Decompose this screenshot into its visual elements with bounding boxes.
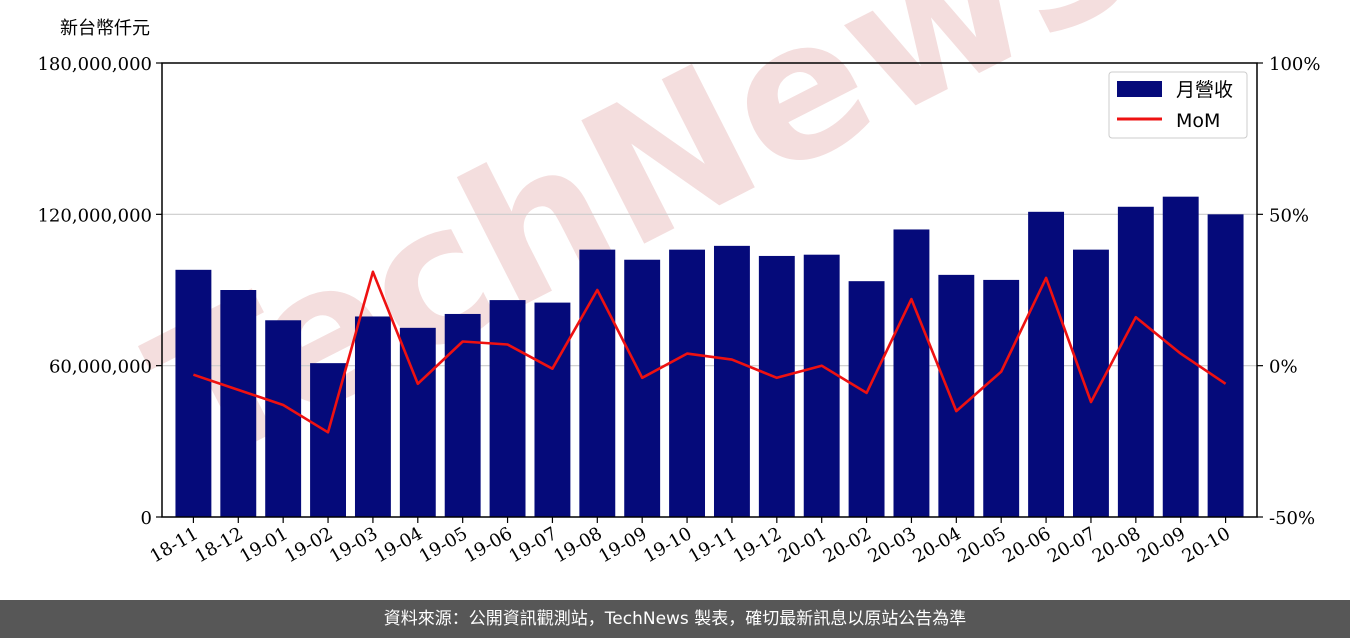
x-tick-label: 19-12 (730, 523, 785, 567)
revenue-chart: TechNews 新台幣仟元 060,000,000120,000,000180… (37, 0, 1320, 567)
mom-line (192, 270, 1227, 434)
legend-label-mom: MoM (1176, 110, 1220, 132)
bar (354, 316, 391, 517)
x-tick-label: 19-06 (461, 523, 516, 567)
x-tick-label: 20-01 (775, 523, 830, 567)
bar (848, 281, 885, 517)
x-tick-label: 19-03 (326, 523, 381, 567)
x-tick-label: 20-02 (820, 523, 875, 567)
x-tick-label: 18-11 (146, 523, 201, 567)
x-tick-label: 19-02 (281, 523, 336, 567)
bar (758, 255, 795, 517)
legend: 月營收 MoM (1108, 71, 1248, 139)
x-tick-label: 19-11 (685, 523, 740, 567)
plot-frame (161, 62, 1258, 518)
left-tick-label: 120,000,000 (37, 205, 152, 226)
mom-polyline (192, 270, 1227, 434)
bar (265, 320, 302, 517)
unit-label: 新台幣仟元 (60, 18, 150, 39)
bar (1162, 196, 1199, 517)
bar (175, 269, 212, 517)
bar (893, 229, 930, 517)
bar (579, 249, 616, 517)
right-tick-label: 0% (1269, 357, 1298, 378)
x-tick-label: 19-04 (371, 523, 426, 567)
footer-source-note: 資料來源：公開資訊觀測站，TechNews 製表，確切最新訊息以原站公告為準 (0, 600, 1350, 638)
x-tick-label: 20-06 (999, 523, 1054, 567)
bar (534, 302, 571, 517)
bar (1207, 214, 1244, 518)
bar (983, 279, 1020, 517)
x-tick-label: 19-07 (505, 523, 560, 567)
legend-bar-swatch (1117, 81, 1162, 97)
right-tick-label: 100% (1269, 54, 1320, 75)
left-tick-label: 60,000,000 (49, 357, 152, 378)
bar (489, 300, 526, 517)
x-tick-label: 19-10 (640, 523, 695, 567)
bar (1073, 249, 1109, 517)
right-tick-label: -50% (1269, 508, 1315, 529)
left-tick-label: 0 (141, 508, 152, 529)
bar (399, 327, 436, 517)
x-tick-label: 18-12 (191, 523, 246, 567)
bar (624, 259, 661, 517)
right-axis: -50% 0% 50% 100% (1257, 54, 1320, 529)
x-tick-label: 20-08 (1089, 523, 1144, 567)
bar (713, 245, 750, 517)
x-tick-label: 19-01 (236, 523, 291, 567)
bar (938, 274, 975, 517)
left-tick-label: 180,000,000 (37, 54, 152, 75)
x-tick-label: 20-09 (1134, 523, 1189, 567)
x-tick-label: 19-09 (595, 523, 650, 567)
x-tick-label: 20-03 (865, 523, 920, 567)
bar (444, 313, 481, 517)
x-tick-label: 19-08 (550, 523, 605, 567)
bars (175, 196, 1244, 518)
bar (1117, 206, 1154, 517)
bar (669, 249, 706, 517)
right-tick-label: 50% (1269, 205, 1309, 226)
x-tick-label: 20-10 (1179, 523, 1234, 567)
x-tick-label: 20-05 (954, 523, 1009, 567)
bar (1028, 211, 1065, 518)
bar (803, 254, 840, 517)
x-axis: 18-1118-1219-0119-0219-0319-0419-0519-06… (146, 517, 1234, 567)
bar (220, 290, 257, 517)
x-tick-label: 19-05 (416, 523, 471, 567)
legend-label-revenue: 月營收 (1176, 79, 1233, 101)
x-tick-label: 20-07 (1044, 523, 1099, 567)
left-axis: 0 60,000,000 120,000,000 180,000,000 (37, 54, 162, 529)
x-tick-label: 20-04 (909, 523, 964, 567)
